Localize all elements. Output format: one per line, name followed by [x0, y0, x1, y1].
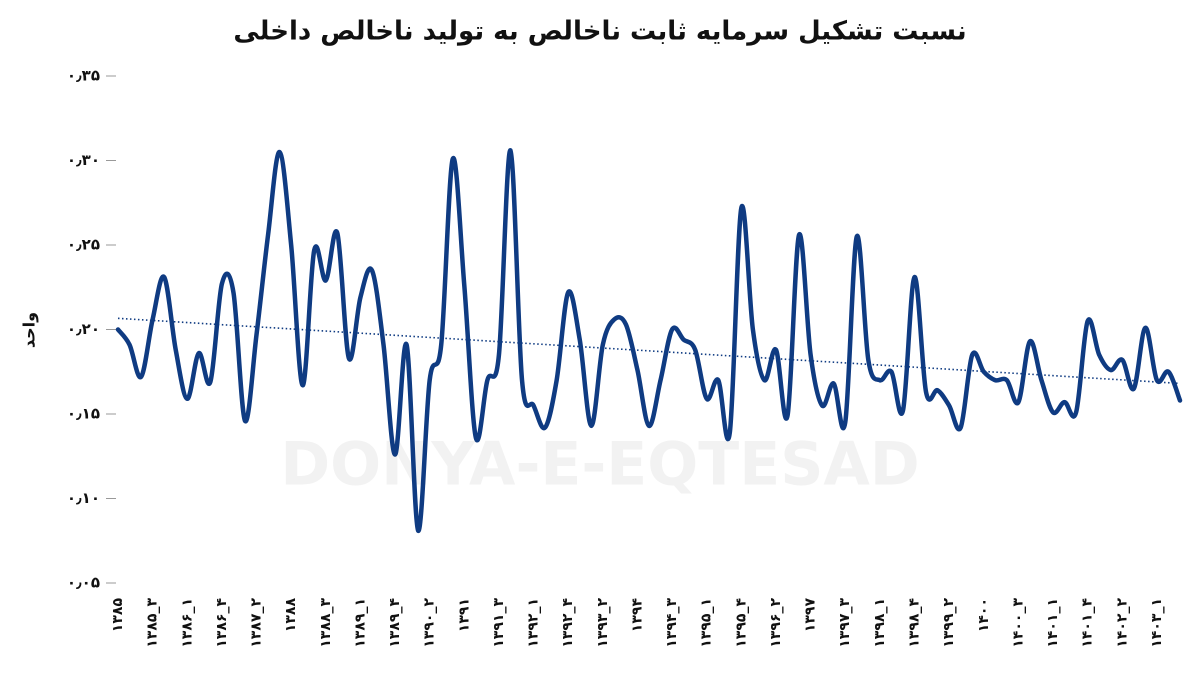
y-tick-label: ۰٫۱۵ [67, 405, 100, 423]
x-tick-label: ۱۳۸۸ [283, 598, 299, 633]
x-tick-label: ۱۳۹۱ [456, 598, 472, 632]
x-tick-label: ۱۳۹۲_۴ [560, 598, 576, 648]
y-tick-label: ۰٫۱۰ [67, 489, 100, 507]
x-tick-label: ۱۳۹۲_۱ [526, 598, 542, 648]
x-tick-label: ۱۳۹۴_۳ [664, 598, 680, 648]
x-tick-label: ۱۳۹۹_۲ [941, 598, 957, 648]
y-tick-label: ۰٫۲۵ [67, 236, 100, 254]
x-tick-label: ۱۳۹۸_۴ [907, 598, 923, 648]
x-tick-label: ۱۳۹۳_۲ [595, 598, 611, 648]
x-tick-label: ۱۳۹۶_۲ [768, 598, 784, 648]
trendline [117, 317, 1181, 385]
x-tick-label: ۱۳۸۸_۳ [318, 598, 334, 648]
x-tick-label: ۱۴۰۲_۲ [1114, 598, 1130, 648]
x-tick-label: ۱۳۹۵_۴ [733, 598, 749, 648]
x-tick-label: ۱۳۹۵_۱ [699, 598, 715, 648]
x-tick-label: ۱۳۸۵ [110, 598, 126, 633]
x-tick-label: ۱۳۸۵_۳ [145, 598, 161, 648]
x-tick-label: ۱۳۸۹_۴ [387, 598, 403, 648]
y-tick-label: ۰٫۳۵ [67, 67, 100, 85]
x-tick-label: ۱۳۸۹_۱ [352, 598, 368, 648]
x-tick-label: ۱۴۰۱_۴ [1080, 598, 1096, 648]
y-tick-label: ۰٫۲۰ [67, 320, 100, 338]
x-tick-label: ۱۴۰۰_۳ [1010, 598, 1026, 648]
x-tick-label: ۱۳۹۴ [629, 598, 645, 633]
x-tick-label: ۱۳۹۰_۲ [422, 598, 438, 648]
y-axis-label: واحد [20, 312, 39, 348]
x-tick-label: ۱۳۸۶_۴ [214, 598, 230, 648]
x-tick-label: ۱۳۹۷ [803, 598, 819, 633]
x-tick-label: ۱۴۰۰ [976, 598, 992, 632]
x-tick-label: ۱۳۹۷_۳ [837, 598, 853, 648]
y-tick-label: ۰٫۳۰ [67, 151, 100, 169]
y-tick-label: ۰٫۰۵ [67, 574, 100, 592]
x-tick-label: ۱۳۹۱_۳ [491, 598, 507, 648]
watermark: DONYA-E-EQTESAD [280, 430, 919, 500]
data-line [115, 148, 1183, 533]
x-tick-label: ۱۳۹۸_۱ [872, 598, 888, 648]
x-tick-label: ۱۴۰۳_۱ [1149, 598, 1165, 648]
x-tick-label: ۱۴۰۱_۱ [1045, 598, 1061, 648]
chart-title: نسبت تشکیل سرمایه ثابت ناخالص به تولید ن… [233, 17, 966, 47]
x-tick-label: ۱۳۸۶_۱ [179, 598, 195, 648]
x-tick-label: ۱۳۸۷_۲ [249, 598, 265, 648]
